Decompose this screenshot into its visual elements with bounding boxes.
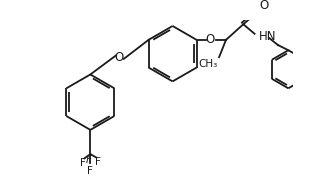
Text: O: O: [206, 33, 215, 46]
Text: O: O: [259, 0, 268, 12]
Text: F: F: [86, 155, 92, 165]
Text: O: O: [115, 51, 124, 64]
Text: F: F: [80, 158, 85, 168]
Text: F: F: [95, 157, 101, 167]
Text: HN: HN: [259, 30, 276, 43]
Text: F: F: [87, 166, 93, 176]
Text: CH₃: CH₃: [198, 59, 217, 69]
